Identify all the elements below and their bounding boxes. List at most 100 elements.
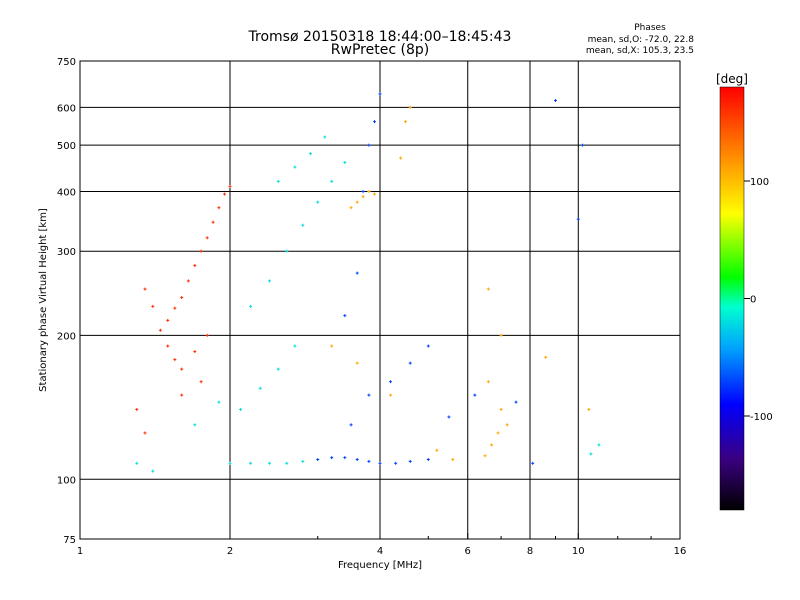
data-point xyxy=(193,423,197,427)
data-point xyxy=(193,264,197,268)
data-point xyxy=(367,189,371,193)
data-point xyxy=(301,459,305,463)
colorbar-ticks: 100 0 -100 xyxy=(744,177,773,423)
data-point xyxy=(228,184,232,188)
data-point xyxy=(343,456,347,460)
data-point xyxy=(389,380,393,384)
x-tick-label: 1 xyxy=(77,546,83,557)
data-point xyxy=(597,443,601,447)
data-point xyxy=(151,469,155,473)
data-point xyxy=(276,367,280,371)
data-point xyxy=(267,279,271,283)
y-tick-label: 750 xyxy=(57,57,76,68)
data-point xyxy=(403,120,407,124)
data-point xyxy=(408,361,412,365)
grid-lines xyxy=(80,61,680,539)
data-point xyxy=(499,333,503,337)
y-tick-label: 400 xyxy=(57,187,76,198)
chart-subtitle: RwPretec (8p) xyxy=(331,42,429,58)
data-point xyxy=(531,461,535,465)
data-point xyxy=(505,423,509,427)
x-tick-label: 8 xyxy=(527,546,533,557)
data-point xyxy=(285,249,289,253)
x-tick-label: 10 xyxy=(572,546,585,557)
data-point xyxy=(589,452,593,456)
data-point xyxy=(323,135,327,139)
colorbar xyxy=(719,86,745,511)
data-point xyxy=(293,165,297,169)
y-tick-label: 100 xyxy=(57,475,76,486)
data-point xyxy=(389,393,393,397)
data-point xyxy=(301,223,305,227)
data-point xyxy=(435,448,439,452)
data-point xyxy=(544,355,548,359)
data-point xyxy=(173,306,177,310)
data-point xyxy=(143,287,147,291)
data-points xyxy=(135,92,601,473)
y-tick-label: 200 xyxy=(57,331,76,342)
data-point xyxy=(239,407,243,411)
y-tick-label: 300 xyxy=(57,247,76,258)
data-point xyxy=(199,380,203,384)
data-point xyxy=(490,443,494,447)
data-point xyxy=(499,407,503,411)
data-point xyxy=(166,318,170,322)
data-point xyxy=(373,120,377,124)
data-point xyxy=(349,423,353,427)
colorbar-tick-label: 100 xyxy=(750,177,769,188)
data-point xyxy=(367,459,371,463)
data-point xyxy=(166,344,170,348)
data-point xyxy=(217,400,221,404)
y-axis-ticks: 75 100 200 300 400 500 600 750 xyxy=(57,57,76,546)
data-point xyxy=(496,431,500,435)
data-point xyxy=(258,386,262,390)
data-point xyxy=(143,431,147,435)
data-point xyxy=(343,314,347,318)
x-axis-ticks: 1 2 4 6 8 10 16 xyxy=(77,533,687,557)
data-point xyxy=(378,92,382,96)
data-point xyxy=(211,220,215,224)
y-axis-label: Stationary phase Virtual Height [km] xyxy=(38,208,49,392)
x-tick-label: 4 xyxy=(377,546,383,557)
y-tick-label: 75 xyxy=(63,535,76,546)
data-point xyxy=(355,361,359,365)
data-point xyxy=(276,179,280,183)
data-point xyxy=(451,457,455,461)
data-point xyxy=(486,287,490,291)
colorbar-label: [deg] xyxy=(716,72,748,86)
data-point xyxy=(514,400,518,404)
data-point xyxy=(581,143,585,147)
x-tick-label: 2 xyxy=(227,546,233,557)
x-tick-label: 16 xyxy=(674,546,687,557)
data-point xyxy=(426,457,430,461)
data-point xyxy=(285,461,289,465)
x-tick-label: 6 xyxy=(465,546,471,557)
data-point xyxy=(576,217,580,221)
data-point xyxy=(330,179,334,183)
data-point xyxy=(199,249,203,253)
data-point xyxy=(399,156,403,160)
colorbar-tick-label: -100 xyxy=(750,412,773,423)
data-point xyxy=(186,279,190,283)
data-point xyxy=(316,200,320,204)
data-point xyxy=(135,407,139,411)
data-point xyxy=(228,461,232,465)
data-point xyxy=(486,380,490,384)
data-point xyxy=(378,461,382,465)
data-point xyxy=(151,304,155,308)
data-point xyxy=(193,350,197,354)
phases-legend-title: Phases xyxy=(634,23,666,33)
phases-legend-x: mean, sd,X: 105.3, 23.5 xyxy=(586,46,694,56)
data-point xyxy=(367,393,371,397)
data-point xyxy=(343,160,347,164)
data-point xyxy=(408,459,412,463)
data-point xyxy=(308,152,312,156)
data-point xyxy=(180,393,184,397)
data-point xyxy=(217,206,221,210)
data-point xyxy=(158,328,162,332)
data-point xyxy=(330,456,334,460)
y-tick-label: 500 xyxy=(57,141,76,152)
data-point xyxy=(426,344,430,348)
data-point xyxy=(249,461,253,465)
